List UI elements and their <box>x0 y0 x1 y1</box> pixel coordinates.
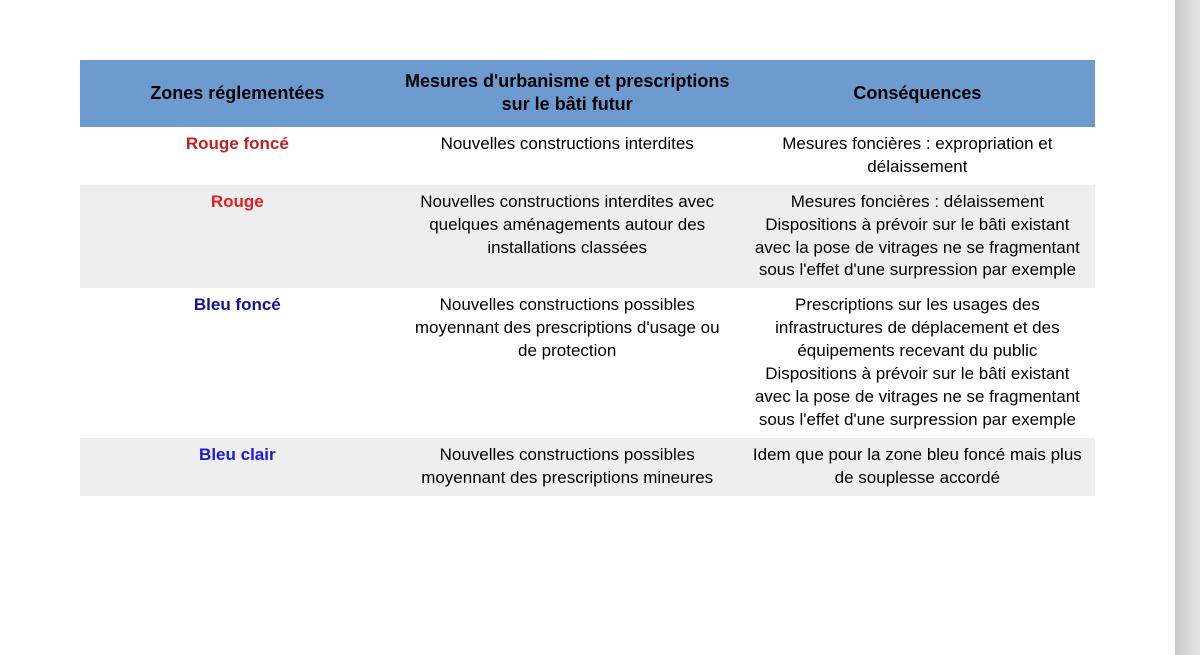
page-shadow <box>1175 0 1200 655</box>
table-row: Bleu clairNouvelles constructions possib… <box>80 438 1095 496</box>
consequences-cell: Mesures foncières : délaissement Disposi… <box>740 185 1095 289</box>
table-body: Rouge foncéNouvelles constructions inter… <box>80 127 1095 496</box>
zones-table: Zones réglementées Mesures d'urbanisme e… <box>80 60 1095 496</box>
table-row: Rouge foncéNouvelles constructions inter… <box>80 127 1095 185</box>
table-header-row: Zones réglementées Mesures d'urbanisme e… <box>80 60 1095 127</box>
mesures-cell: Nouvelles constructions possibles moyenn… <box>395 288 740 438</box>
table-header-consequences: Conséquences <box>740 60 1095 127</box>
table-row: RougeNouvelles constructions interdites … <box>80 185 1095 289</box>
mesures-cell: Nouvelles constructions possibles moyenn… <box>395 438 740 496</box>
mesures-cell: Nouvelles constructions interdites avec … <box>395 185 740 289</box>
table-header-mesures: Mesures d'urbanisme et prescriptions sur… <box>395 60 740 127</box>
table-row: Bleu foncéNouvelles constructions possib… <box>80 288 1095 438</box>
table-header-zones: Zones réglementées <box>80 60 395 127</box>
zone-cell: Bleu clair <box>80 438 395 496</box>
page-container: Zones réglementées Mesures d'urbanisme e… <box>0 0 1175 655</box>
zone-cell: Rouge <box>80 185 395 289</box>
consequences-cell: Prescriptions sur les usages des infrast… <box>740 288 1095 438</box>
zone-cell: Rouge foncé <box>80 127 395 185</box>
consequences-cell: Idem que pour la zone bleu foncé mais pl… <box>740 438 1095 496</box>
zone-cell: Bleu foncé <box>80 288 395 438</box>
consequences-cell: Mesures foncières : expropriation et dél… <box>740 127 1095 185</box>
mesures-cell: Nouvelles constructions interdites <box>395 127 740 185</box>
